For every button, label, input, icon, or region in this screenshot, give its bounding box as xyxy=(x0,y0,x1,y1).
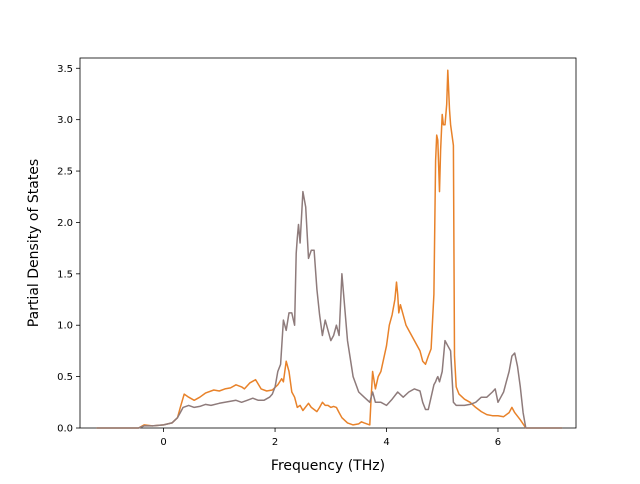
series-line-2 xyxy=(96,190,563,429)
y-tick-label: 3.5 xyxy=(57,64,73,75)
plot-frame xyxy=(79,57,577,429)
tick-layer: 0 2 4 6 0.0 0.5 1.0 1.5 2.0 2.5 3.0 3.5 xyxy=(57,64,501,448)
x-tick-label: 2 xyxy=(272,437,278,448)
x-tick-label: 0 xyxy=(160,437,166,448)
y-tick-label: 1.5 xyxy=(57,269,73,280)
y-tick-label: 0.5 xyxy=(57,372,73,383)
y-tick-label: 3.0 xyxy=(57,115,73,126)
series-layer xyxy=(96,69,563,429)
y-tick-label: 0.0 xyxy=(57,424,73,435)
x-tick-label: 4 xyxy=(383,437,389,448)
y-tick-label: 1.0 xyxy=(57,321,73,332)
x-tick-label: 6 xyxy=(495,437,501,448)
y-axis-label: Partial Density of States xyxy=(26,159,42,327)
series-line-1 xyxy=(96,69,563,429)
x-axis-label: Frequency (THz) xyxy=(271,458,385,474)
y-tick-label: 2.0 xyxy=(57,218,73,229)
y-tick-label: 2.5 xyxy=(57,167,73,178)
